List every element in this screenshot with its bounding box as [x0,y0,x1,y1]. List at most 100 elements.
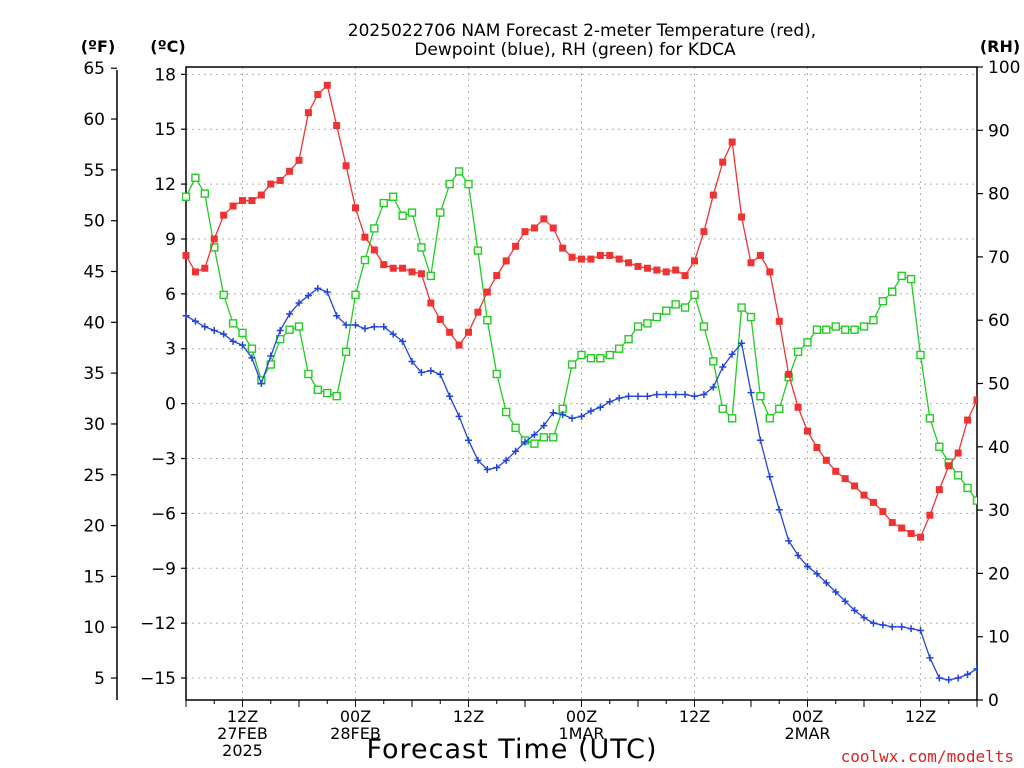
data-point [680,303,690,312]
data-point [568,253,576,261]
data-point [286,167,294,175]
celsius-tick-label: −12 [140,614,176,634]
data-point [860,614,868,622]
celsius-axis: −15 −12 −9 −6 −3 0 3 6 9 12 15 18 [140,65,186,689]
data-point [360,255,370,265]
data-point [926,654,934,662]
data-point [191,317,199,325]
data-point [888,623,896,631]
data-point [455,341,463,349]
data-point [859,322,869,331]
data-point [972,496,977,505]
data-point [794,551,802,559]
data-point [625,392,633,400]
data-point [408,268,416,276]
data-point [454,167,464,176]
data-point [925,414,935,423]
data-point [229,202,237,210]
data-point [474,456,482,464]
data-point [691,392,698,400]
data-point [549,409,557,417]
data-point [727,414,737,423]
data-point [474,308,482,316]
data-point [643,392,651,400]
data-point [512,447,520,455]
data-point [370,224,379,233]
data-point [248,197,256,205]
data-point [906,274,916,284]
data-point [841,475,849,483]
celsius-tick-label: 15 [154,120,176,140]
celsius-tick-label: −15 [140,669,176,689]
data-point [973,665,977,673]
data-point [351,290,360,300]
data-point [756,436,764,444]
data-point [276,176,284,184]
data-point [719,363,727,371]
data-point [220,330,228,338]
data-point [257,191,265,199]
data-point [201,323,209,331]
rh-axis-label: (RH) [980,37,1020,56]
rh-tick-label: 20 [988,564,1010,584]
data-point [935,442,944,451]
data-point [671,300,680,309]
data-point [314,284,322,292]
data-point [850,325,859,334]
data-point [342,321,350,329]
data-point [709,191,717,199]
x-axis-title: Forecast Time (UTC) [366,734,657,765]
data-point [512,242,520,250]
data-point [832,588,840,596]
data-point [907,625,915,633]
data-point [775,404,784,414]
data-point [229,337,237,345]
fahrenheit-axis: 5 10 15 20 25 30 35 40 45 50 55 60 65 [83,59,117,689]
data-point [352,204,359,212]
data-point [728,138,736,146]
data-point [803,338,812,347]
data-point [606,398,614,406]
fahrenheit-tick-label: 65 [83,59,105,79]
fahrenheit-tick-label: 60 [83,110,105,130]
data-point [605,350,614,360]
data-point [699,322,709,331]
fahrenheit-tick-label: 5 [94,669,105,689]
data-point [614,344,624,353]
celsius-tick-label: 6 [165,285,176,305]
data-point [756,391,765,401]
data-point [691,257,698,265]
chart-title-line-1: 2025022706 NAM Forecast 2-meter Temperat… [348,21,816,41]
data-point [568,414,576,422]
data-point [332,391,341,401]
data-point [370,246,378,254]
data-point [596,403,604,411]
data-point [804,562,811,570]
data-point [765,414,775,423]
data-point [954,674,962,682]
data-point [342,162,350,170]
rh-axis: 0 10 20 30 40 50 60 70 80 90 100 [977,58,1020,711]
data-point [672,266,680,274]
data-point [333,122,341,130]
data-point [625,259,633,267]
data-point [436,208,445,217]
data-point [530,439,539,448]
time-tick-label: 12Z [905,707,936,726]
fahrenheit-tick-label: 10 [83,618,105,638]
data-point [559,411,567,419]
data-point [587,255,595,263]
rh-tick-label: 50 [988,375,1010,395]
data-point [738,339,746,347]
data-point [662,268,670,276]
rh-tick-label: 40 [988,438,1010,458]
data-point [926,511,934,519]
celsius-tick-label: −3 [151,450,176,470]
data-point [822,456,830,464]
data-point [426,271,436,281]
data-point [201,264,209,272]
data-point [945,462,953,470]
data-point [634,262,642,270]
data-point [709,383,717,391]
series-2-meter-temperature [182,81,977,541]
